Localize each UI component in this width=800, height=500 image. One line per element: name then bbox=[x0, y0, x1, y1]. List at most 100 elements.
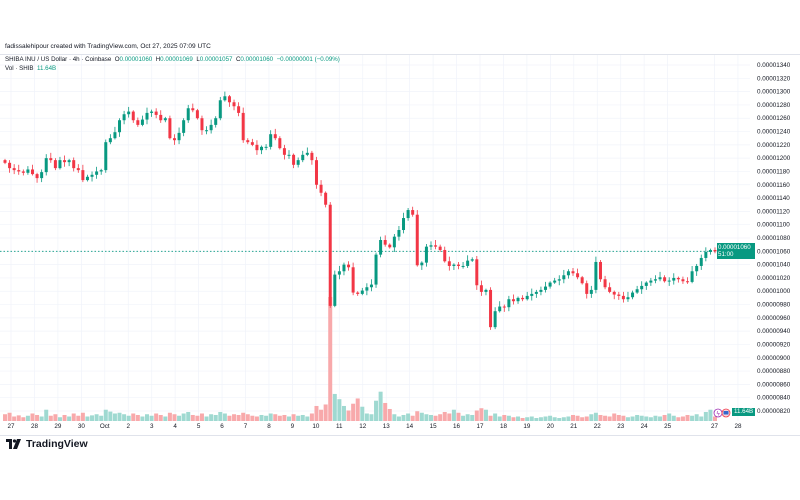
legend-high: 0.00001069 bbox=[160, 56, 193, 63]
candle-body bbox=[168, 118, 172, 139]
candle-body bbox=[434, 245, 438, 247]
volume-bar bbox=[351, 403, 356, 421]
volume-bar bbox=[671, 415, 676, 421]
volume-bar bbox=[653, 415, 658, 421]
volume-bar bbox=[309, 413, 314, 421]
x-tick-label: 18 bbox=[500, 423, 508, 430]
volume-bar bbox=[447, 413, 452, 421]
candle-body bbox=[296, 160, 300, 165]
volume-bar bbox=[108, 411, 113, 421]
candle-body bbox=[177, 132, 181, 141]
volume-bar bbox=[222, 413, 227, 421]
volume-bar bbox=[154, 413, 159, 421]
volume-bar bbox=[461, 415, 466, 421]
volume-bar bbox=[80, 412, 85, 421]
candle-body bbox=[521, 297, 525, 300]
candle-body bbox=[218, 100, 222, 119]
y-tick-label: 0.00001240 bbox=[757, 129, 791, 136]
volume-bar bbox=[305, 416, 310, 421]
volume-bar bbox=[287, 416, 291, 421]
candle-body bbox=[649, 280, 653, 283]
candles bbox=[3, 91, 717, 330]
volume-bar bbox=[332, 393, 337, 421]
volume-bar bbox=[662, 414, 667, 421]
chart-frame bbox=[0, 54, 800, 436]
event-icons: ϟ bbox=[713, 408, 731, 418]
x-tick-label: 13 bbox=[383, 423, 391, 430]
volume-bar bbox=[424, 414, 429, 421]
candle-body bbox=[681, 279, 685, 282]
legend-ohlc-row: SHIBA INU / US Dollar · 4h · Coinbase O0… bbox=[5, 56, 340, 65]
candle-body bbox=[241, 112, 245, 141]
candle-body bbox=[484, 289, 488, 292]
volume-bar bbox=[584, 416, 589, 421]
volume-bar bbox=[708, 409, 713, 421]
candle-body bbox=[76, 168, 80, 171]
candle-body bbox=[49, 158, 53, 161]
candle-body bbox=[250, 142, 254, 145]
volume-bar bbox=[282, 414, 287, 421]
candle-body bbox=[131, 111, 135, 121]
candle-body bbox=[273, 134, 277, 139]
candle-body bbox=[145, 112, 149, 120]
candle-body bbox=[502, 306, 506, 308]
volume-bar bbox=[374, 400, 379, 421]
candle-countdown: 51:00 bbox=[718, 251, 734, 258]
volume-bar bbox=[506, 415, 511, 421]
candle-body bbox=[713, 249, 717, 252]
candle-body bbox=[406, 210, 410, 219]
candle-body bbox=[608, 287, 612, 292]
volume-bar bbox=[713, 416, 717, 421]
candle-body bbox=[333, 274, 337, 306]
volume-bar bbox=[438, 414, 443, 421]
volume-bar bbox=[209, 414, 214, 421]
volume-bar bbox=[474, 410, 479, 421]
candle-body bbox=[314, 160, 318, 185]
candle-body bbox=[136, 120, 140, 125]
candle-body bbox=[461, 265, 465, 267]
candle-body bbox=[571, 271, 575, 274]
x-tick-label: 7 bbox=[244, 423, 248, 430]
candle-body bbox=[699, 257, 703, 266]
candle-body bbox=[438, 246, 442, 250]
candle-body bbox=[397, 230, 401, 237]
candle-body bbox=[21, 171, 25, 173]
volume-bar bbox=[140, 416, 145, 421]
candle-body bbox=[154, 111, 158, 115]
volume-bar bbox=[369, 414, 374, 421]
candle-body bbox=[108, 138, 112, 143]
lightning-glyph-icon: ϟ bbox=[717, 412, 721, 418]
y-tick-label: 0.00000880 bbox=[757, 368, 791, 375]
candle-body bbox=[379, 239, 383, 255]
volume-bar bbox=[204, 416, 209, 421]
volume-bar bbox=[383, 402, 388, 421]
candle-body bbox=[163, 118, 167, 121]
candle-body bbox=[264, 146, 268, 148]
candle-body bbox=[365, 287, 369, 291]
candle-body bbox=[255, 144, 259, 151]
volume-bar bbox=[639, 415, 644, 421]
volume-bar bbox=[62, 414, 67, 421]
candle-body bbox=[159, 114, 163, 121]
legend-high-label: H bbox=[155, 56, 161, 63]
volume-bar bbox=[548, 415, 553, 421]
candle-body bbox=[539, 289, 543, 292]
candle-body bbox=[672, 277, 676, 281]
candle-body bbox=[90, 174, 94, 177]
tradingview-logo[interactable]: TradingView bbox=[6, 438, 88, 450]
candle-body bbox=[351, 267, 355, 293]
volume-bar bbox=[314, 405, 319, 421]
x-tick-label: 25 bbox=[664, 423, 672, 430]
candle-body bbox=[635, 289, 639, 293]
volume-bar bbox=[90, 415, 95, 421]
volume-bar bbox=[561, 417, 566, 421]
volume-bar bbox=[520, 417, 525, 421]
candle-body bbox=[35, 174, 39, 179]
volume-bar bbox=[589, 414, 594, 421]
volume-bar bbox=[67, 416, 72, 421]
candle-body bbox=[631, 292, 635, 298]
x-tick-label: 28 bbox=[31, 423, 39, 430]
candle-body bbox=[562, 275, 566, 280]
volume-bar bbox=[497, 416, 502, 421]
